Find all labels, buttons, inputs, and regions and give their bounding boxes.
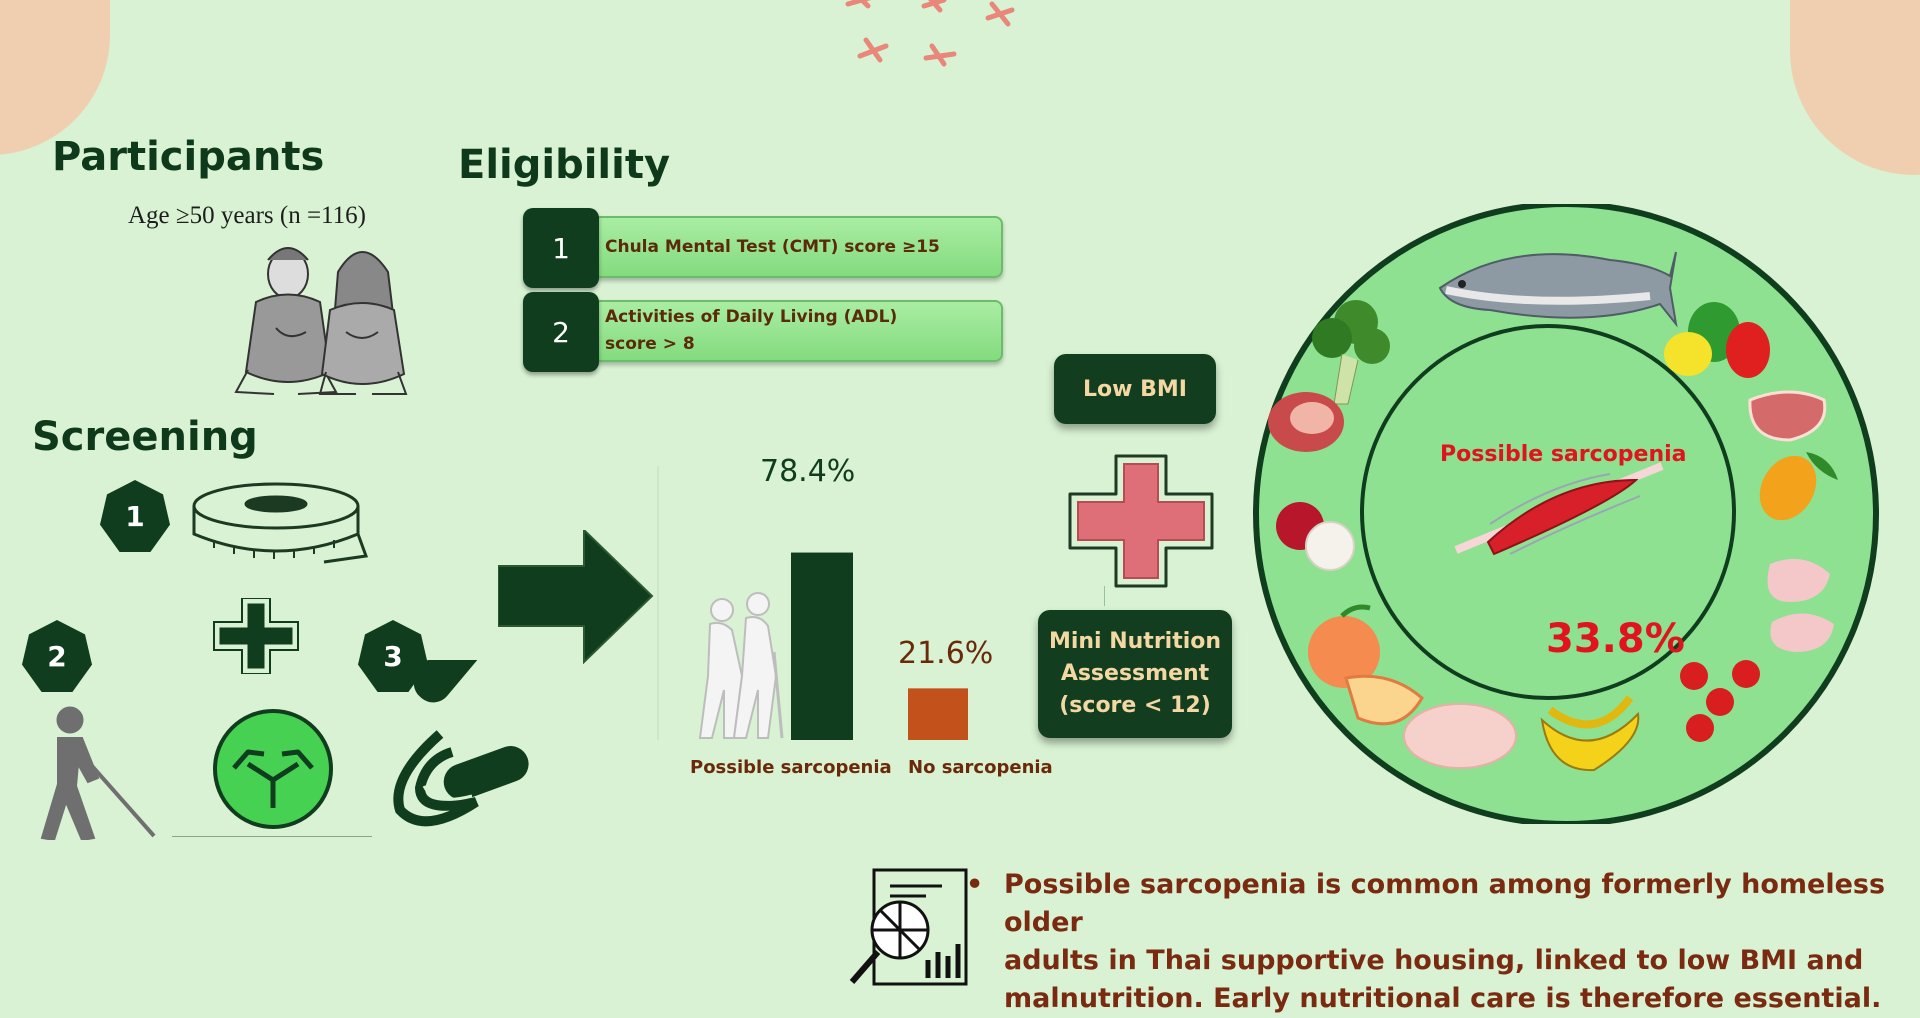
eligibility-item-2-text: Activities of Daily Living (ADL) score >… [593,300,1003,362]
muscle-icon [1454,462,1664,556]
connector-line [1104,586,1105,606]
fish-icon [1438,251,1678,328]
conclusion-line2: adults in Thai supportive housing, linke… [1004,945,1864,976]
chicken-legs-icon [1767,558,1834,652]
walking-cane-person-icon [40,706,156,840]
food-circle [1253,204,1879,824]
elderly-couple-sketch-icon [234,247,408,395]
conclusion-text: Possible sarcopenia is common among form… [1004,866,1920,1018]
decorative-blob-right [1790,0,1920,175]
bar-no-sarcopenia [908,688,968,740]
bar-value-label-none: 21.6% [898,636,994,671]
bar-possible-sarcopenia [791,552,853,740]
low-bmi-box: Low BMI [1054,354,1216,424]
report-magnifier-icon [849,868,968,986]
broccoli-icon [1312,300,1390,405]
mna-line2: Assessment [1060,661,1210,686]
screening-heading: Screening [32,414,258,460]
conclusion-line1: Possible sarcopenia is common among form… [1004,869,1886,938]
steak-icon [1748,390,1827,442]
bar-category-label-possible: Possible sarcopenia [690,757,892,778]
peppers-icon [1664,302,1770,378]
conclusion-bullet: • [966,869,984,900]
elderly-walking-icon [698,592,784,739]
hand-grip-icon [393,660,529,827]
eligibility-item-2-number: 2 [523,292,599,372]
peach-icon [1308,604,1424,726]
eligibility-item-2-line2: score > 8 [605,334,695,354]
banana-icon [1540,695,1640,772]
mango-icon [1759,452,1838,521]
eligibility-item-1-text: Chula Mental Test (CMT) score ≥15 [593,216,1003,278]
tomatoes-icon [1680,660,1760,742]
mna-line1: Mini Nutrition [1048,629,1222,654]
mna-line3: (score < 12) [1059,693,1211,718]
participants-age-line: Age ≥50 years (n =116) [128,202,366,229]
measuring-tape-icon [192,482,368,564]
screening-badge-2: 2 [22,620,92,692]
circle-percent: 33.8% [1546,616,1685,662]
decorative-blob-left [0,0,110,155]
lychee-icon [1276,502,1355,571]
right-arrow-icon [498,530,654,664]
circle-label: Possible sarcopenia [1440,442,1687,467]
red-plus-icon [1068,454,1214,588]
eligibility-item-1-number: 1 [523,208,599,288]
screening-badge-1: 1 [100,480,170,552]
divider-line [172,836,372,837]
sarcopenia-bar-chart [657,466,968,740]
bar-category-label-none: No sarcopenia [908,757,1053,778]
conclusion-line3: malnutrition. Early nutritional care is … [1004,983,1882,1014]
bar-value-label-possible: 78.4% [760,454,856,489]
eligibility-item-2-line1: Activities of Daily Living (ADL) [605,307,898,327]
eligibility-heading: Eligibility [458,142,671,188]
plus-icon [213,598,299,674]
meat-icon [1268,392,1344,452]
participants-heading: Participants [52,134,325,180]
mna-box: Mini Nutrition Assessment (score < 12) [1038,610,1232,738]
decorative-crosses [845,0,1015,67]
chicken-icon [1403,703,1517,769]
balance-arrows-icon [213,709,333,829]
